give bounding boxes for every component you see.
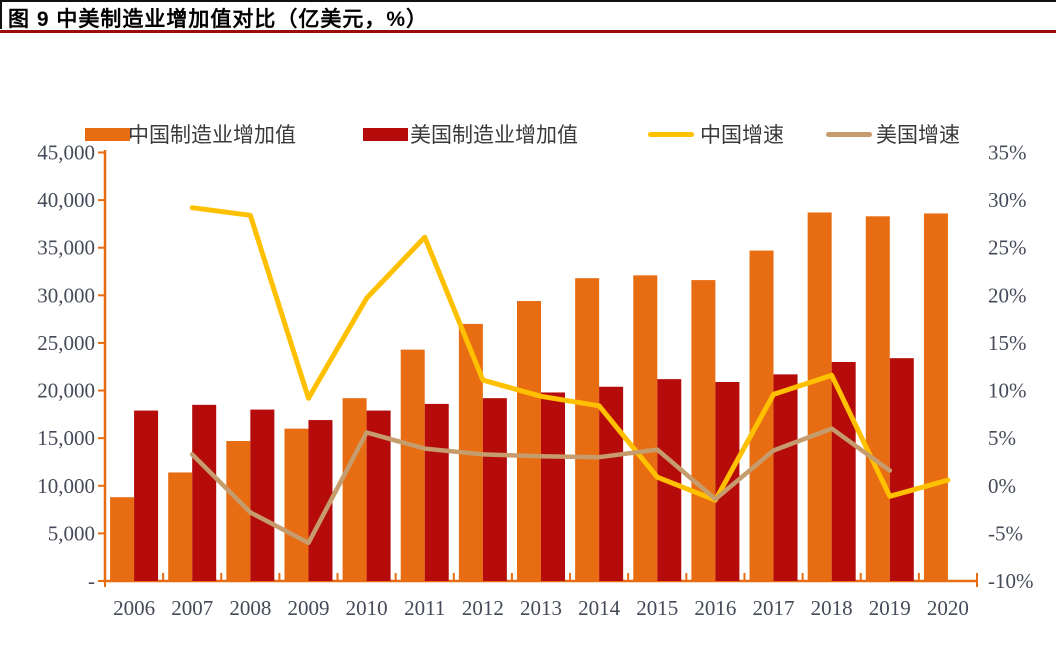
x-axis-year-label: 2015 <box>636 596 678 620</box>
figure-title: 图 9 中美制造业增加值对比（亿美元，%） <box>8 8 429 31</box>
bars-us-group <box>134 358 914 581</box>
right-axis-tick-label: 35% <box>988 141 1027 165</box>
line-us-growth <box>189 426 893 546</box>
x-axis-year-label: 2018 <box>811 596 853 620</box>
bar-china-2006 <box>110 497 135 581</box>
right-axis-tick-label: 20% <box>988 283 1027 307</box>
x-axis-year-label: 2008 <box>229 596 271 620</box>
left-axis-tick-label: 35,000 <box>37 236 95 260</box>
figure-left-border <box>0 0 2 29</box>
x-axis-year-label: 2009 <box>287 596 329 620</box>
bar-china-2014 <box>575 278 600 581</box>
legend-label-china-bar: 中国制造业增加值 <box>128 123 296 147</box>
left-axis-tick-label: 45,000 <box>37 141 95 165</box>
right-axis-tick-label: 15% <box>988 331 1027 355</box>
bar-china-2009 <box>284 428 309 581</box>
left-axis-tick-label: 10,000 <box>37 474 95 498</box>
left-axis-tick-label: 25,000 <box>37 331 95 355</box>
bar-china-2010 <box>342 398 367 581</box>
bar-china-2007 <box>168 472 193 581</box>
bar-us-2013 <box>541 392 565 581</box>
right-axis-tick-label: -5% <box>988 521 1023 545</box>
left-axis-tick-label: 30,000 <box>37 283 95 307</box>
bar-china-2019 <box>865 216 890 581</box>
right-axis-tick-label: 0% <box>988 474 1016 498</box>
bar-us-2011 <box>424 403 449 581</box>
x-axis-year-label: 2017 <box>753 596 795 620</box>
right-axis-tick-label: 25% <box>988 236 1027 260</box>
bar-us-2008 <box>250 409 275 581</box>
bar-us-2007 <box>192 404 217 581</box>
bar-us-2006 <box>134 410 159 581</box>
bar-china-2015 <box>633 275 658 581</box>
bar-china-2020 <box>923 213 948 582</box>
x-axis-year-label: 2020 <box>927 596 969 620</box>
bar-china-2011 <box>400 349 425 581</box>
bar-china-2013 <box>517 301 541 581</box>
x-axis-year-label: 2014 <box>578 596 621 620</box>
x-axis-year-label: 2006 <box>113 596 155 620</box>
legend-label-us-line: 美国增速 <box>876 123 960 147</box>
bar-us-2014 <box>599 386 624 581</box>
x-axis-year-label: 2007 <box>171 596 213 620</box>
bar-us-2017 <box>773 374 798 581</box>
legend-label-us-bar: 美国制造业增加值 <box>410 123 578 147</box>
x-axis-year-label: 2019 <box>869 596 911 620</box>
left-axis-tick-label: 20,000 <box>37 379 95 403</box>
left-axis-tick-label: 15,000 <box>37 426 95 450</box>
x-axis-year-label: 2012 <box>462 596 504 620</box>
left-axis-tick-label: 5,000 <box>48 521 95 545</box>
x-axis-year-label: 2013 <box>520 596 562 620</box>
legend-swatch-us-line <box>826 132 872 137</box>
figure-top-border <box>0 0 1056 2</box>
right-axis-tick-label: 30% <box>988 188 1027 212</box>
legend-label-china-line: 中国增速 <box>700 123 784 147</box>
title-underline-rule <box>0 30 1056 33</box>
left-axis-tick-label: - <box>88 569 95 593</box>
legend-swatch-us-bar <box>363 128 408 141</box>
x-axis-year-label: 2016 <box>694 596 736 620</box>
bar-us-2019 <box>889 358 914 581</box>
right-axis-tick-label: 5% <box>988 426 1016 450</box>
right-axis-tick-label: -10% <box>988 569 1034 593</box>
right-axis-tick-label: 10% <box>988 379 1027 403</box>
bar-us-2012 <box>482 398 507 581</box>
bars-china-group <box>110 212 948 582</box>
left-axis-tick-label: 40,000 <box>37 188 95 212</box>
x-axis-year-label: 2010 <box>346 596 388 620</box>
bar-china-2018 <box>807 212 832 582</box>
x-axis-year-label: 2011 <box>404 596 445 620</box>
legend-swatch-china-line <box>648 132 694 137</box>
bar-china-2016 <box>691 280 716 581</box>
legend-swatch-china-bar <box>85 128 130 141</box>
line-china-growth <box>189 205 951 503</box>
